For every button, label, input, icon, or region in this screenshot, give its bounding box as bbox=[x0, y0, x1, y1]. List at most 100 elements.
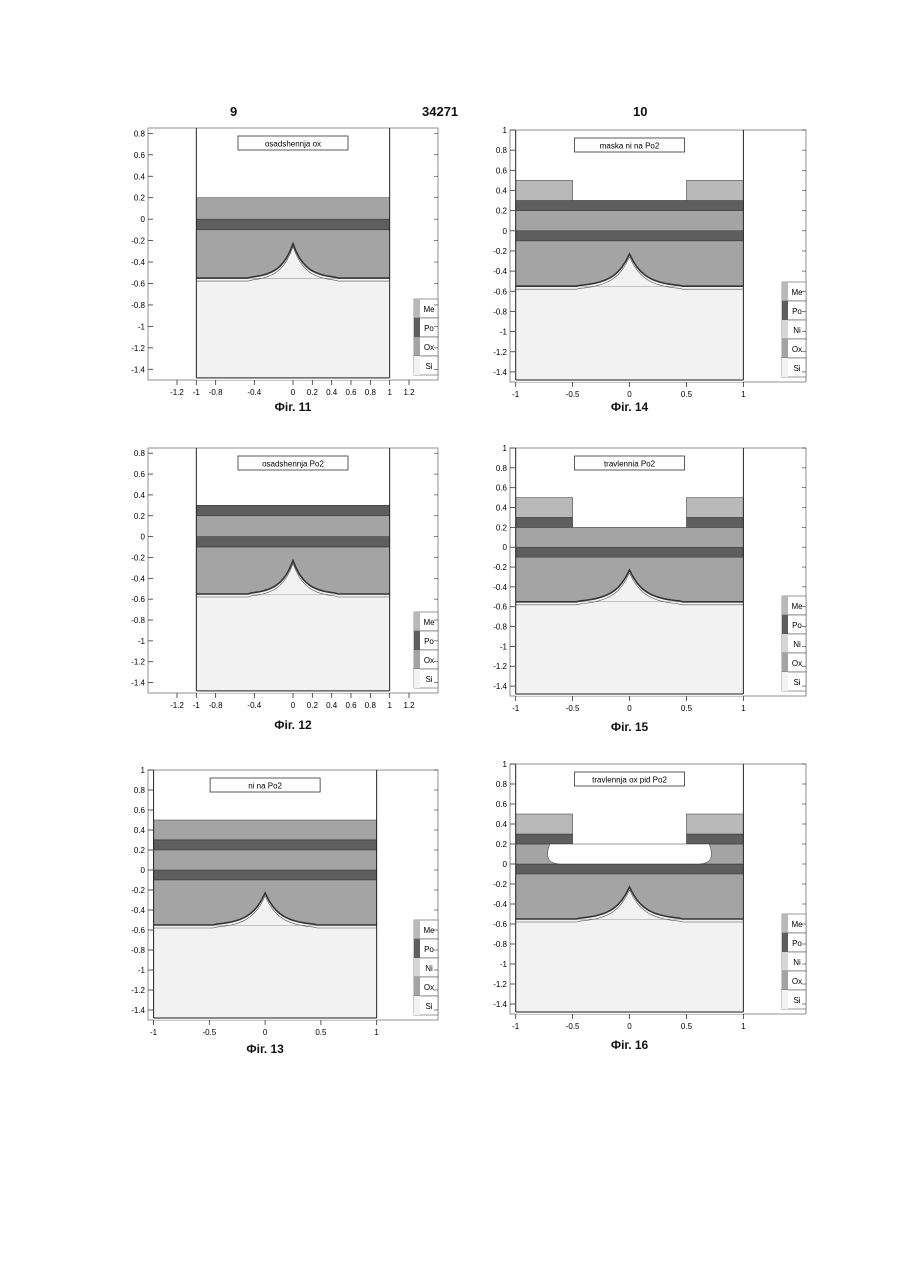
legend-swatch-Si bbox=[782, 358, 788, 377]
y-tick-label: 0.2 bbox=[134, 194, 146, 203]
layer-Po bbox=[686, 834, 743, 844]
y-tick-label: 0.2 bbox=[496, 523, 508, 532]
x-tick-label: 0 bbox=[627, 1022, 632, 1031]
plot-body: travlennja ox pid Po2MePoNiOxSi10.80.60.… bbox=[493, 760, 806, 1031]
x-tick-label: 0.6 bbox=[345, 701, 357, 710]
y-tick-label: -1.4 bbox=[493, 368, 507, 377]
legend-label-Ni: Ni bbox=[793, 958, 801, 967]
layer-Me bbox=[686, 498, 743, 518]
patent-number: 34271 bbox=[422, 104, 458, 119]
y-tick-label: 0 bbox=[141, 533, 146, 542]
y-tick-label: 0.2 bbox=[134, 846, 146, 855]
x-tick-label: -1 bbox=[150, 1028, 158, 1037]
cross-section-plot: ni na Po2MePoNiOxSi10.80.60.40.20-0.2-0.… bbox=[148, 770, 438, 1040]
legend-label-Si: Si bbox=[425, 1002, 432, 1011]
x-tick-label: 0.5 bbox=[681, 1022, 693, 1031]
y-tick-label: -0.2 bbox=[131, 886, 145, 895]
page-number-right: 10 bbox=[633, 104, 647, 119]
y-tick-label: 0.6 bbox=[134, 470, 146, 479]
x-tick-label: -1.2 bbox=[170, 388, 184, 397]
plot-body: travlennia Po2MePoNiOxSi10.80.60.40.20-0… bbox=[493, 444, 806, 713]
legend-swatch-Me bbox=[414, 299, 420, 318]
legend-swatch-Ox bbox=[782, 339, 788, 358]
y-tick-label: 0.4 bbox=[496, 504, 508, 513]
legend-label-Ox: Ox bbox=[424, 656, 434, 665]
y-tick-label: 0.6 bbox=[496, 484, 508, 493]
layer-Si bbox=[196, 594, 389, 693]
page-number-left: 9 bbox=[230, 104, 237, 119]
legend-label-Po: Po bbox=[792, 621, 802, 630]
x-tick-label: -1 bbox=[512, 704, 520, 713]
legend-label-Me: Me bbox=[791, 602, 803, 611]
y-tick-label: -0.8 bbox=[493, 940, 507, 949]
y-tick-label: -1.2 bbox=[131, 986, 145, 995]
y-tick-label: 0 bbox=[141, 215, 146, 224]
legend-swatch-Me bbox=[782, 596, 788, 615]
x-tick-label: -0.5 bbox=[566, 390, 580, 399]
legend-swatch-Si bbox=[782, 672, 788, 691]
y-tick-label: -1.2 bbox=[493, 980, 507, 989]
x-tick-label: -0.4 bbox=[247, 701, 261, 710]
y-tick-label: -0.6 bbox=[493, 920, 507, 929]
x-tick-label: 0.5 bbox=[315, 1028, 327, 1037]
x-tick-label: 0.2 bbox=[307, 388, 319, 397]
y-tick-label: -0.8 bbox=[131, 301, 145, 310]
y-tick-label: 0.8 bbox=[496, 146, 508, 155]
plot-body: maska ni na Po2MePoNiOxSi10.80.60.40.20-… bbox=[493, 126, 806, 399]
layer-Po bbox=[516, 231, 744, 241]
y-tick-label: -1.4 bbox=[131, 679, 145, 688]
legend-swatch-Po bbox=[782, 615, 788, 634]
x-tick-label: 0.5 bbox=[681, 704, 693, 713]
y-tick-label: -1.2 bbox=[131, 658, 145, 667]
y-tick-label: -0.4 bbox=[131, 906, 145, 915]
x-tick-label: -0.8 bbox=[209, 701, 223, 710]
y-tick-label: 0.4 bbox=[134, 491, 146, 500]
y-tick-label: -0.8 bbox=[493, 623, 507, 632]
layer-Po bbox=[196, 219, 389, 230]
y-tick-label: 0.8 bbox=[496, 464, 508, 473]
figure-caption: Фіг. 11 bbox=[233, 400, 353, 414]
y-tick-label: 0.8 bbox=[134, 129, 146, 138]
plot-body: osadshennja Po2MePoOxSi0.80.60.40.20-0.2… bbox=[131, 448, 438, 710]
step-title: ni na Po2 bbox=[248, 782, 282, 791]
legend-swatch-Ni bbox=[782, 952, 788, 971]
y-tick-label: 1 bbox=[503, 444, 508, 453]
y-tick-label: 0 bbox=[141, 866, 146, 875]
plot-body: ni na Po2MePoNiOxSi10.80.60.40.20-0.2-0.… bbox=[131, 766, 438, 1037]
x-tick-label: 0 bbox=[627, 390, 632, 399]
legend-label-Po: Po bbox=[424, 945, 434, 954]
x-tick-label: 0.8 bbox=[365, 701, 377, 710]
x-tick-label: 1 bbox=[387, 701, 392, 710]
x-tick-label: 0 bbox=[263, 1028, 268, 1037]
layer-Me bbox=[686, 814, 743, 834]
step-title: osadshennja Po2 bbox=[262, 460, 324, 469]
y-tick-label: -1 bbox=[138, 322, 146, 331]
y-tick-label: -1 bbox=[500, 642, 508, 651]
y-tick-label: -1.4 bbox=[493, 682, 507, 691]
y-tick-label: 0.4 bbox=[496, 820, 508, 829]
legend-swatch-Si bbox=[414, 356, 420, 375]
legend-label-Ni: Ni bbox=[425, 964, 433, 973]
legend-label-Ni: Ni bbox=[793, 326, 801, 335]
y-tick-label: 0.6 bbox=[134, 806, 146, 815]
y-tick-label: 0.8 bbox=[134, 786, 146, 795]
legend-swatch-Po bbox=[414, 631, 420, 650]
x-tick-label: -0.4 bbox=[247, 388, 261, 397]
figure-caption: Фіг. 13 bbox=[205, 1042, 325, 1056]
x-tick-label: -0.5 bbox=[566, 1022, 580, 1031]
y-tick-label: 0.8 bbox=[496, 780, 508, 789]
y-tick-label: -0.4 bbox=[493, 583, 507, 592]
y-tick-label: -1.2 bbox=[493, 662, 507, 671]
y-tick-label: -0.2 bbox=[493, 563, 507, 572]
legend-swatch-Po bbox=[782, 933, 788, 952]
y-tick-label: -0.6 bbox=[493, 287, 507, 296]
cross-section-plot: travlennia Po2MePoNiOxSi10.80.60.40.20-0… bbox=[510, 448, 806, 716]
x-tick-label: 0.8 bbox=[365, 388, 377, 397]
x-tick-label: -1 bbox=[193, 388, 201, 397]
x-tick-label: 1 bbox=[741, 1022, 746, 1031]
layer-Po bbox=[196, 537, 389, 547]
figure-caption: Фіг. 15 bbox=[570, 720, 690, 734]
legend-label-Si: Si bbox=[793, 364, 800, 373]
y-tick-label: 1 bbox=[141, 766, 146, 775]
y-tick-label: -1 bbox=[500, 328, 508, 337]
